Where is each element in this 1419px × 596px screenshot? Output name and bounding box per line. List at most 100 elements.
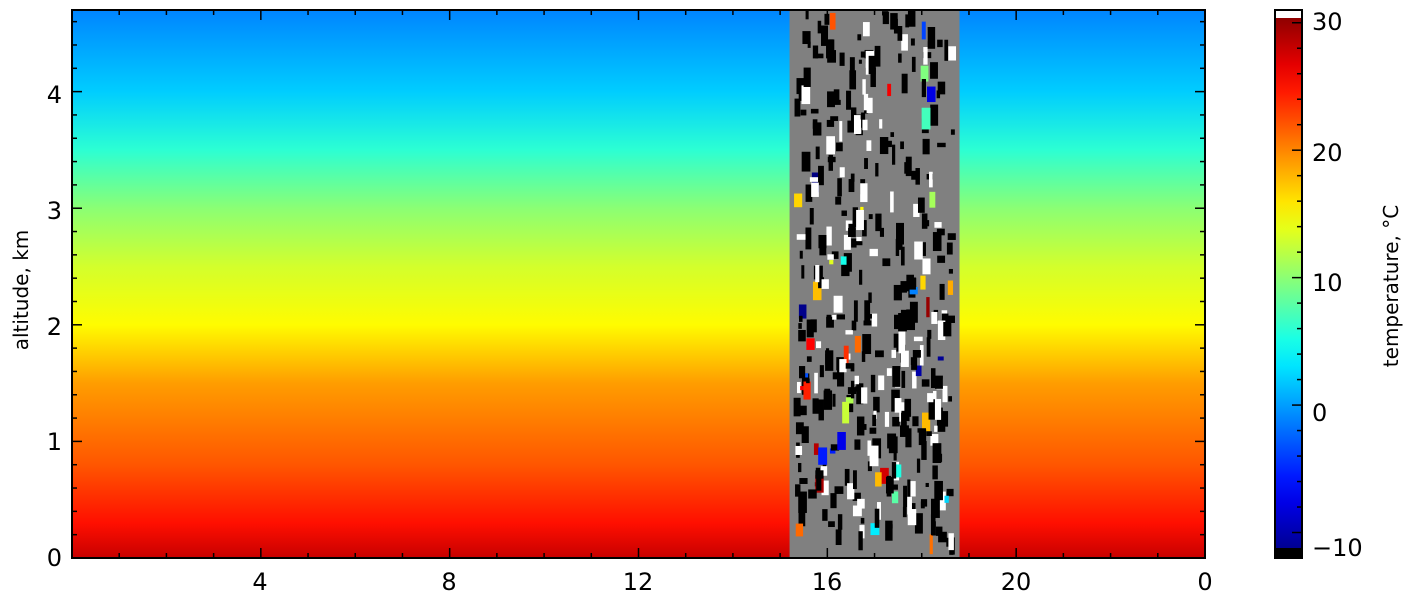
speckle [810, 108, 819, 114]
speckle [947, 280, 954, 295]
speckle [848, 227, 856, 237]
speckle [934, 398, 942, 420]
speckle [844, 468, 850, 486]
speckle [803, 67, 811, 87]
speckle [851, 238, 857, 248]
y-tick-label: 1 [47, 428, 62, 456]
speckle [851, 320, 857, 331]
speckle [873, 396, 880, 413]
speckle [815, 470, 824, 479]
speckle [801, 265, 805, 279]
speckle [829, 12, 836, 30]
speckle [813, 443, 819, 455]
speckle [806, 338, 815, 350]
speckle [805, 184, 813, 202]
speckle [816, 477, 822, 491]
speckle [912, 417, 917, 425]
speckle [867, 461, 872, 472]
speckle [830, 444, 840, 451]
speckle [832, 314, 837, 320]
speckle [921, 107, 931, 130]
y-axis-label: altitude, km [9, 230, 33, 351]
y-tick-label: 2 [47, 313, 62, 341]
speckle [910, 357, 917, 366]
speckle [857, 34, 862, 41]
colorbar-tick-label: 20 [1312, 139, 1343, 167]
speckle [912, 371, 917, 389]
speckle [893, 18, 898, 34]
speckle [878, 375, 885, 391]
speckle [892, 366, 901, 387]
speckle [835, 529, 842, 546]
speckle [936, 228, 945, 236]
speckle [932, 390, 937, 402]
speckle [909, 286, 918, 295]
speckle [828, 521, 835, 528]
x-tick-label: 12 [623, 568, 654, 596]
speckle [826, 119, 835, 127]
speckle [811, 172, 819, 193]
speckle [798, 510, 806, 527]
speckle [907, 479, 911, 500]
speckle [834, 486, 844, 494]
speckle [911, 170, 920, 180]
speckle [902, 506, 907, 518]
speckle [886, 475, 892, 497]
speckle [798, 405, 807, 416]
speckle [806, 319, 814, 338]
speckle [798, 491, 807, 513]
speckle [912, 350, 921, 358]
speckle [913, 336, 923, 342]
speckle [841, 210, 847, 216]
speckle [931, 311, 938, 324]
speckle [839, 167, 845, 178]
speckle [936, 90, 941, 99]
colorbar-ticks [1292, 21, 1302, 534]
speckle [930, 368, 936, 389]
speckle [863, 93, 869, 111]
speckle [815, 146, 820, 160]
speckle [866, 97, 873, 114]
speckle [854, 335, 861, 353]
speckle [858, 59, 862, 64]
speckle [946, 537, 951, 547]
speckle [909, 301, 918, 323]
speckle [899, 425, 909, 437]
speckle [922, 145, 928, 150]
temperature-field [72, 10, 1205, 558]
speckle [882, 258, 891, 267]
speckle [836, 142, 843, 152]
speckle [795, 422, 804, 435]
speckle [889, 484, 898, 490]
speckle [948, 46, 957, 61]
speckle [830, 116, 839, 121]
missing-data-speckles [793, 10, 957, 555]
speckle [807, 41, 811, 48]
speckle [892, 144, 896, 165]
speckle [802, 31, 811, 45]
speckle [798, 323, 802, 329]
speckle [814, 372, 818, 394]
speckle [898, 53, 902, 63]
speckle [862, 220, 867, 237]
speckle [799, 315, 803, 322]
speckle [826, 348, 830, 371]
speckle [929, 534, 933, 555]
speckle [910, 38, 915, 46]
speckle [946, 315, 955, 323]
x-tick-label: 20 [1001, 568, 1032, 596]
speckle [864, 158, 868, 169]
speckle [905, 14, 910, 28]
speckle [799, 478, 808, 484]
speckle [858, 531, 863, 551]
speckle [948, 396, 953, 402]
speckle [874, 45, 881, 67]
speckle [795, 484, 801, 497]
y-tick-label: 4 [47, 81, 62, 109]
speckle [875, 213, 882, 232]
speckle [837, 178, 842, 197]
speckle [811, 182, 819, 197]
speckle [803, 381, 811, 400]
speckle [935, 526, 943, 536]
speckle [893, 284, 902, 301]
